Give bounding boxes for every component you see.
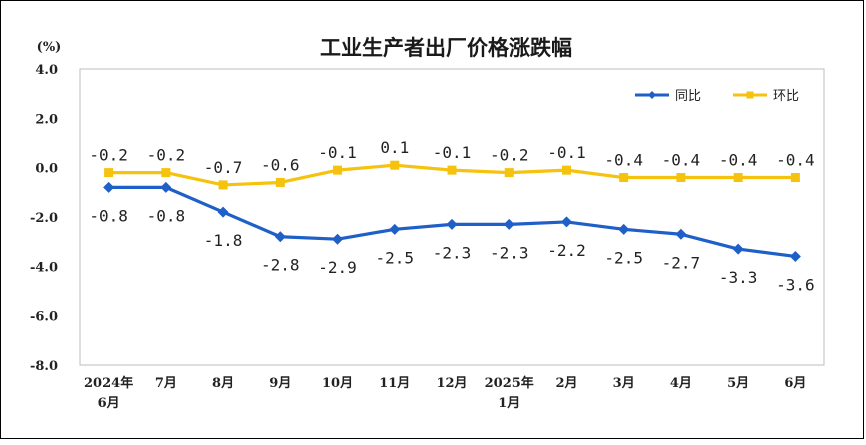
data-point-marker	[160, 181, 172, 193]
data-label: -2.9	[318, 258, 357, 277]
legend-marker	[648, 91, 656, 99]
data-point-marker	[560, 216, 572, 228]
data-label: -0.2	[490, 146, 529, 165]
data-label: -0.1	[433, 143, 472, 162]
series-layer	[103, 160, 801, 262]
data-label: -3.3	[719, 268, 758, 287]
data-point-marker	[332, 233, 344, 245]
chart-title: 工业生产者出厂价格涨跌幅	[320, 36, 572, 60]
data-point-marker	[103, 181, 115, 193]
data-label: -2.2	[547, 241, 586, 260]
data-label: -0.4	[604, 151, 643, 170]
data-label: -2.3	[490, 243, 529, 262]
data-point-marker	[218, 180, 228, 190]
data-point-marker	[275, 177, 285, 187]
data-point-marker	[333, 165, 343, 175]
data-point-marker	[161, 168, 171, 178]
y-tick-label: -2.0	[30, 211, 58, 226]
data-point-marker	[789, 250, 801, 262]
data-label: 0.1	[380, 138, 409, 157]
data-label: -0.7	[204, 158, 243, 177]
data-point-marker	[447, 165, 457, 175]
data-labels: -0.8 -0.8 -1.8 -2.8 -2.9 -2.5 -2.3 -2.3 -2.2 -2.5…	[89, 138, 814, 294]
y-tick-label: 2.0	[35, 112, 58, 127]
data-label: -2.8	[261, 256, 300, 275]
data-point-marker	[618, 223, 630, 235]
data-label: -0.4	[662, 151, 701, 170]
plot-area	[79, 68, 825, 366]
data-label: -3.6	[776, 275, 815, 294]
x-tick-label: 11月	[379, 376, 410, 391]
data-label: -2.7	[662, 253, 701, 272]
y-tick-label: 4.0	[35, 63, 58, 78]
data-label: -0.8	[89, 206, 128, 225]
data-point-marker	[619, 173, 629, 183]
data-point-marker	[389, 223, 401, 235]
data-point-marker	[504, 168, 514, 178]
x-tick-label: 7月	[155, 376, 177, 391]
x-tick-label: 8月	[212, 376, 234, 391]
data-point-marker	[561, 165, 571, 175]
data-label: -0.1	[547, 143, 586, 162]
y-tick-label: -6.0	[30, 310, 58, 325]
data-point-marker	[503, 218, 515, 230]
legend: 同比 环比	[635, 89, 799, 104]
x-tick-label: 2024年 6月	[84, 375, 133, 411]
legend-label: 同比	[675, 89, 701, 104]
data-label: -0.6	[261, 155, 300, 174]
data-label: -2.3	[433, 243, 472, 262]
x-tick-label: 4月	[670, 376, 692, 391]
data-label: -1.8	[204, 231, 243, 250]
legend-label: 环比	[773, 89, 799, 104]
x-tick-label: 10月	[322, 376, 353, 391]
data-label: -0.4	[719, 151, 758, 170]
legend-marker	[746, 91, 754, 99]
data-point-marker	[676, 173, 686, 183]
x-tick-label: 12月	[436, 376, 467, 391]
data-point-marker	[390, 160, 400, 170]
data-point-marker	[446, 218, 458, 230]
y-tick-label: -4.0	[30, 260, 58, 275]
data-label: -0.8	[147, 206, 186, 225]
y-tick-label: -8.0	[30, 359, 58, 374]
data-label: -2.5	[376, 248, 415, 267]
x-tick-label: 5月	[727, 376, 749, 391]
data-label: -0.4	[776, 151, 815, 170]
data-point-marker	[104, 168, 114, 178]
data-label: -0.2	[147, 146, 186, 165]
data-point-marker	[733, 173, 743, 183]
data-point-marker	[732, 243, 744, 255]
data-label: -0.2	[89, 146, 128, 165]
x-tick-label: 9月	[269, 376, 291, 391]
y-axis: 4.0 2.0 0.0 -2.0 -4.0 -6.0 -8.0	[30, 63, 58, 374]
data-point-marker	[675, 228, 687, 240]
data-label: -0.1	[318, 143, 357, 162]
x-tick-label: 3月	[613, 376, 635, 391]
data-point-marker	[217, 206, 229, 218]
x-tick-label: 6月	[784, 376, 806, 391]
data-point-marker	[274, 231, 286, 243]
data-label: -2.5	[604, 248, 643, 267]
y-tick-label: 0.0	[35, 162, 58, 177]
x-axis: 2024年 6月 7月 8月 9月 10月 11月 12月 2025年 1月 2月 3月 4月 5月 6月	[84, 375, 806, 411]
x-tick-label: 2025年 1月	[485, 375, 534, 411]
data-point-marker	[790, 173, 800, 183]
y-axis-unit: (%)	[37, 40, 62, 55]
x-tick-label: 2月	[555, 376, 577, 391]
